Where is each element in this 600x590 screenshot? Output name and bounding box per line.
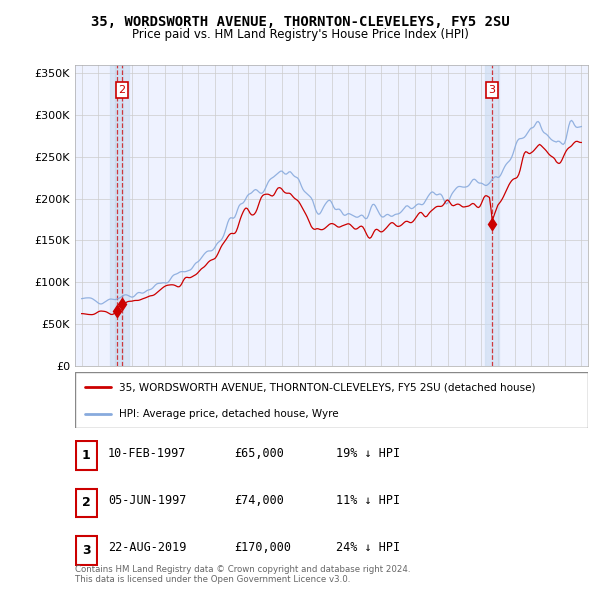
Text: 11% ↓ HPI: 11% ↓ HPI	[336, 494, 400, 507]
Bar	[115, 65, 129, 366]
Text: 3: 3	[488, 85, 496, 95]
Text: 35, WORDSWORTH AVENUE, THORNTON-CLEVELEYS, FY5 2SU: 35, WORDSWORTH AVENUE, THORNTON-CLEVELEY…	[91, 15, 509, 29]
Text: £74,000: £74,000	[234, 494, 284, 507]
Bar	[485, 65, 499, 366]
Text: 10-FEB-1997: 10-FEB-1997	[108, 447, 187, 460]
Text: HPI: Average price, detached house, Wyre: HPI: Average price, detached house, Wyre	[119, 409, 338, 419]
Text: 1: 1	[82, 449, 91, 463]
Text: 24% ↓ HPI: 24% ↓ HPI	[336, 542, 400, 555]
Text: £170,000: £170,000	[234, 542, 291, 555]
Text: Contains HM Land Registry data © Crown copyright and database right 2024.
This d: Contains HM Land Registry data © Crown c…	[75, 565, 410, 584]
Text: 35, WORDSWORTH AVENUE, THORNTON-CLEVELEYS, FY5 2SU (detached house): 35, WORDSWORTH AVENUE, THORNTON-CLEVELEY…	[119, 382, 535, 392]
Text: 3: 3	[82, 543, 91, 557]
Bar	[110, 65, 124, 366]
Text: 2: 2	[119, 85, 125, 95]
Text: 2: 2	[82, 496, 91, 510]
Text: Price paid vs. HM Land Registry's House Price Index (HPI): Price paid vs. HM Land Registry's House …	[131, 28, 469, 41]
Text: 22-AUG-2019: 22-AUG-2019	[108, 542, 187, 555]
Text: £65,000: £65,000	[234, 447, 284, 460]
Text: 19% ↓ HPI: 19% ↓ HPI	[336, 447, 400, 460]
Text: 05-JUN-1997: 05-JUN-1997	[108, 494, 187, 507]
